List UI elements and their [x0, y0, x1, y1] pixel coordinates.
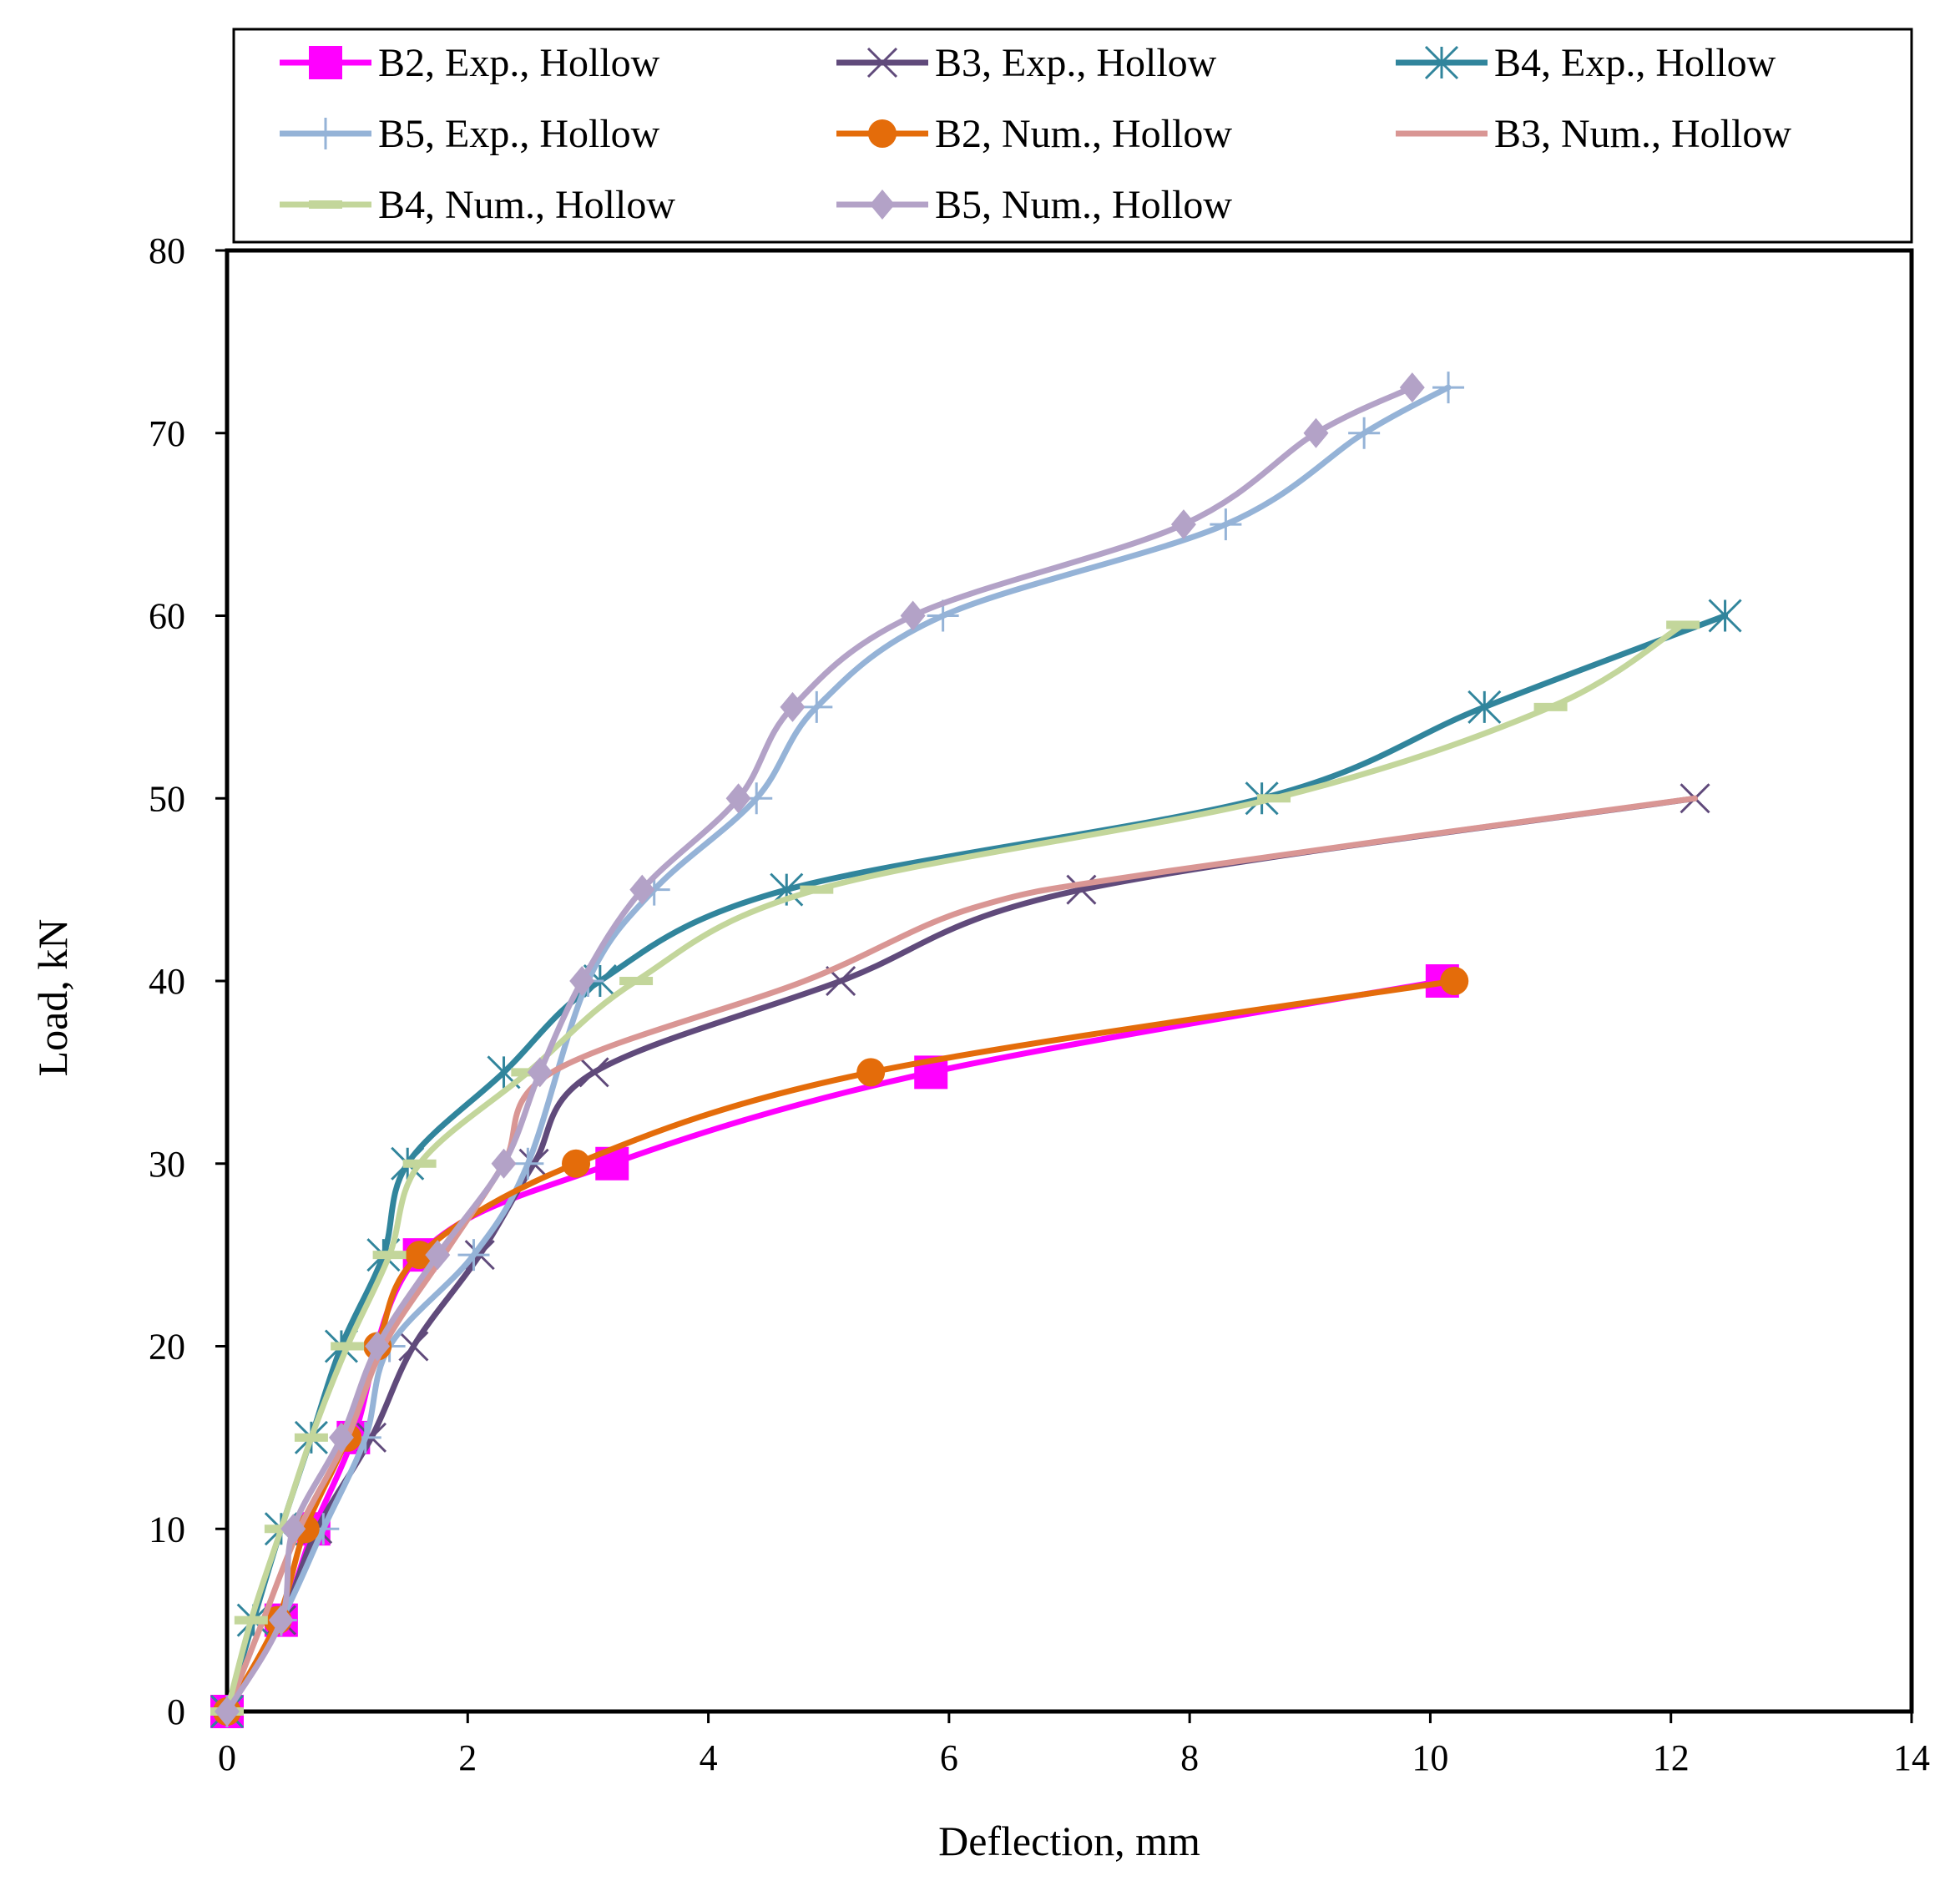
- data-point: [398, 1331, 429, 1362]
- legend-item: B3, Exp., Hollow: [836, 41, 1217, 85]
- data-point: [725, 783, 751, 814]
- legend-marker: [868, 119, 897, 148]
- data-point: [1170, 509, 1196, 540]
- data-point: [268, 1605, 294, 1636]
- data-point: [372, 1251, 407, 1260]
- legend-label: B2, Exp., Hollow: [378, 41, 660, 85]
- y-tick-label: 60: [149, 596, 185, 637]
- legend-label: B3, Exp., Hollow: [935, 41, 1217, 85]
- axis-ticks: 0 2 4 6 8 10 12 14 0 10 20 30 40 50 60 70 80: [149, 230, 1930, 1778]
- data-point: [619, 977, 654, 985]
- x-tick-label: 6: [940, 1737, 958, 1778]
- data-point: [1257, 794, 1291, 803]
- legend-item: B3, Num., Hollow: [1396, 112, 1791, 156]
- series-8: [215, 372, 1425, 1727]
- legend-marker: [309, 46, 342, 79]
- legend-marker: [309, 200, 342, 209]
- legend-marker: [310, 118, 341, 149]
- series-layer: [210, 372, 1742, 1729]
- x-tick-label: 10: [1412, 1737, 1448, 1778]
- legend-label: B4, Num., Hollow: [378, 183, 675, 227]
- data-point: [491, 1148, 517, 1179]
- data-point: [425, 1240, 451, 1271]
- legend-marker: [866, 47, 898, 78]
- legend-label: B4, Exp., Hollow: [1494, 41, 1776, 85]
- data-point: [331, 1342, 365, 1351]
- data-point: [457, 1239, 490, 1272]
- legend-marker: [1424, 45, 1459, 80]
- y-tick-label: 10: [149, 1509, 185, 1550]
- data-point: [512, 1147, 544, 1180]
- legend-item: B5, Exp., Hollow: [280, 112, 660, 156]
- legend-label: B3, Num., Hollow: [1494, 112, 1791, 156]
- data-point: [569, 966, 595, 996]
- y-tick-label: 50: [149, 778, 185, 819]
- data-point: [900, 600, 926, 631]
- y-tick-label: 40: [149, 961, 185, 1002]
- legend-box: [232, 28, 1913, 244]
- legend-item: B2, Num., Hollow: [836, 112, 1232, 156]
- data-point: [328, 1422, 354, 1453]
- y-tick-label: 20: [149, 1327, 185, 1368]
- x-tick-label: 4: [700, 1737, 718, 1778]
- legend-item: B4, Num., Hollow: [280, 183, 675, 227]
- data-point: [629, 874, 655, 905]
- data-point: [1666, 620, 1700, 629]
- data-point: [365, 1331, 391, 1362]
- data-point: [780, 691, 806, 722]
- data-point: [800, 885, 834, 894]
- series-6: [224, 795, 1698, 1715]
- data-point: [1348, 417, 1381, 449]
- x-tick-label: 8: [1180, 1737, 1199, 1778]
- data-point: [215, 1696, 240, 1727]
- data-point: [294, 1433, 328, 1442]
- data-point: [1467, 690, 1502, 724]
- x-tick-label: 14: [1893, 1737, 1930, 1778]
- data-point: [234, 1615, 268, 1625]
- legend-label: B5, Exp., Hollow: [378, 112, 660, 156]
- y-tick-label: 80: [149, 230, 185, 271]
- data-point: [1533, 702, 1568, 711]
- series-line: [224, 795, 1698, 1715]
- legend-label: B5, Num., Hollow: [935, 183, 1232, 227]
- x-tick-label: 0: [218, 1737, 236, 1778]
- data-point: [1432, 372, 1465, 404]
- data-point: [1303, 417, 1329, 448]
- y-axis-title: Load, kN: [29, 919, 76, 1077]
- data-point: [280, 1514, 306, 1545]
- data-point: [405, 1241, 434, 1270]
- y-tick-label: 30: [149, 1144, 185, 1185]
- legend-item: B4, Exp., Hollow: [1396, 41, 1776, 85]
- legend: B2, Exp., Hollow B3, Exp., Hollow B4, Exp.…: [232, 28, 1913, 244]
- data-point: [1399, 372, 1425, 403]
- x-axis-title: Deflection, mm: [938, 1818, 1200, 1864]
- legend-label: B2, Num., Hollow: [935, 112, 1232, 156]
- data-point: [1440, 967, 1469, 995]
- data-point: [527, 1057, 553, 1088]
- series-line: [224, 384, 1452, 1715]
- legend-marker: [870, 190, 895, 220]
- x-tick-label: 2: [458, 1737, 477, 1778]
- legend-item: B2, Exp., Hollow: [280, 41, 660, 85]
- x-tick-label: 12: [1653, 1737, 1690, 1778]
- data-point: [562, 1149, 591, 1178]
- data-point: [856, 1058, 886, 1087]
- legend-item: B5, Num., Hollow: [836, 183, 1232, 227]
- data-point: [1708, 599, 1742, 633]
- y-tick-label: 0: [167, 1691, 185, 1732]
- y-tick-label: 70: [149, 413, 185, 454]
- data-point: [402, 1159, 437, 1168]
- data-point: [801, 690, 833, 723]
- data-point: [1210, 508, 1242, 541]
- data-point: [578, 1057, 609, 1088]
